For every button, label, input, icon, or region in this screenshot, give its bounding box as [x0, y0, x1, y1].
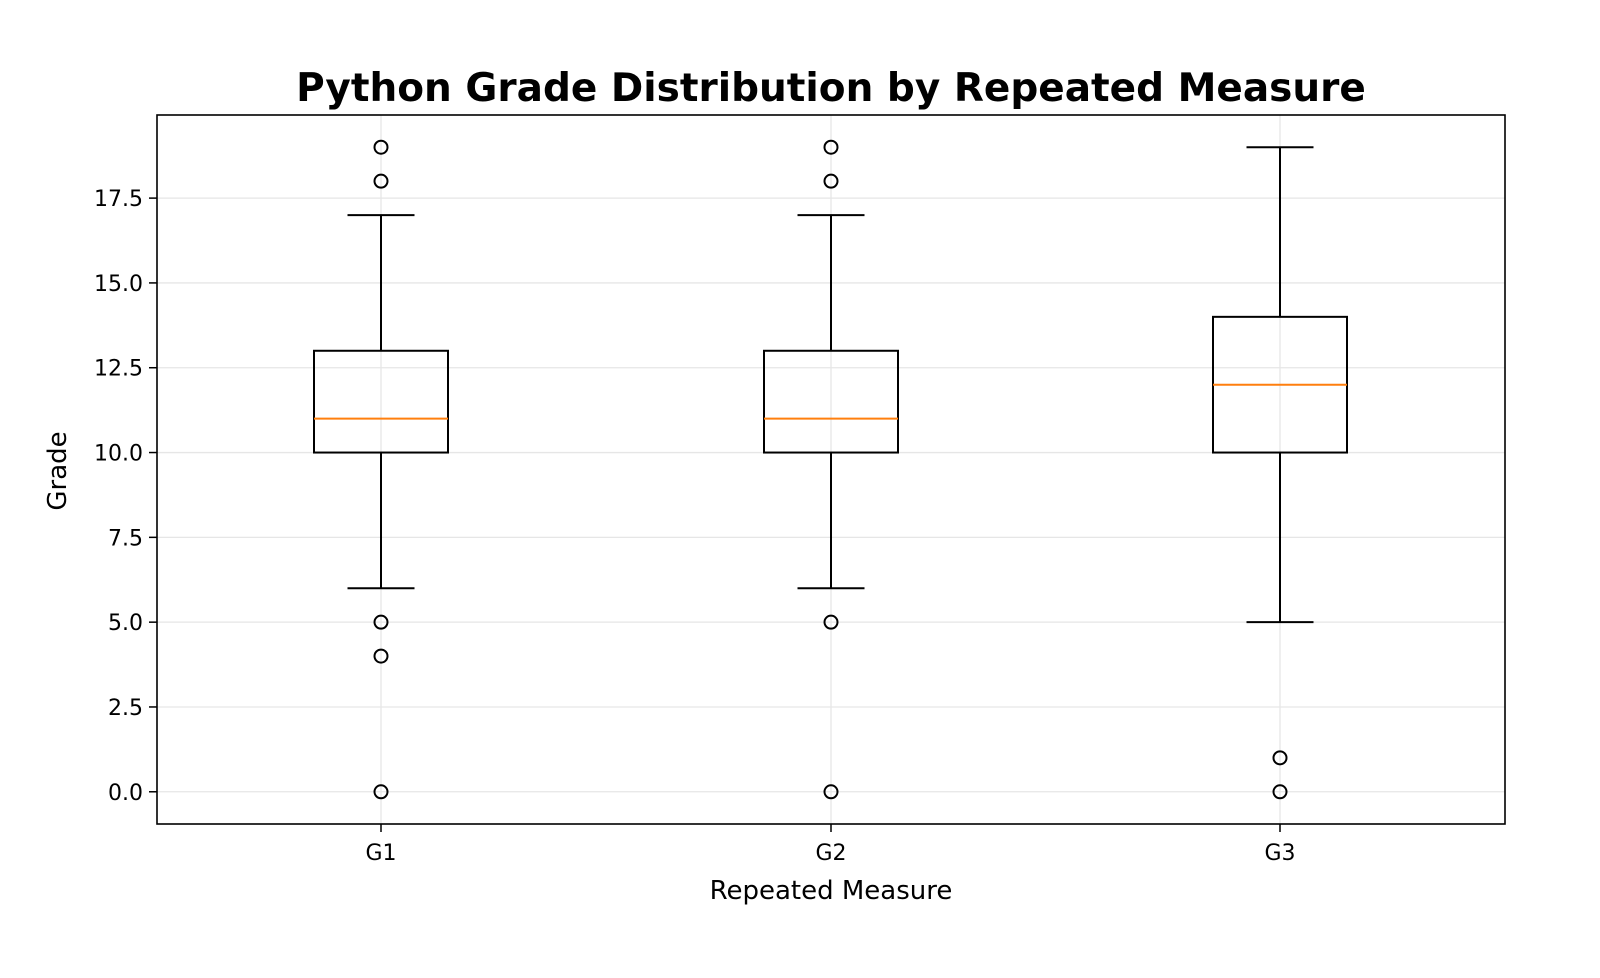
y-tick-label: 2.5	[108, 696, 143, 721]
outlier-point	[1272, 784, 1288, 800]
outlier-point	[823, 139, 839, 155]
y-tick-label: 0.0	[108, 781, 143, 806]
outlier-point	[373, 139, 389, 155]
outlier-point	[373, 648, 389, 664]
y-tick-label: 17.5	[94, 187, 143, 212]
x-axis-label: Repeated Measure	[710, 876, 953, 906]
y-tick-label: 10.0	[94, 442, 143, 467]
x-tick-label: G1	[365, 841, 396, 866]
chart-title: Python Grade Distribution by Repeated Me…	[296, 66, 1366, 111]
box-group-g2	[763, 139, 899, 800]
box-plot-series	[313, 139, 1348, 800]
box-group-g1	[313, 139, 449, 800]
box-group-g3	[1212, 146, 1348, 800]
outlier-point	[823, 784, 839, 800]
y-tick-label: 12.5	[94, 357, 143, 382]
iqr-box	[313, 349, 449, 454]
outlier-point	[373, 784, 389, 800]
outlier-point	[373, 614, 389, 630]
y-tick-label: 7.5	[108, 526, 143, 551]
y-axis-label: Grade	[43, 431, 73, 510]
x-tick-label: G2	[815, 841, 846, 866]
y-tick-label: 15.0	[94, 272, 143, 297]
outlier-point	[1272, 750, 1288, 766]
iqr-box	[763, 349, 899, 454]
outlier-point	[373, 173, 389, 189]
outlier-point	[823, 173, 839, 189]
axes: 0.0 2.5 5.0 7.5 10.0 12.5 15.0 17.5 G1 G2 G3	[94, 187, 1296, 866]
outlier-point	[823, 614, 839, 630]
x-tick-label: G3	[1264, 841, 1295, 866]
y-tick-label: 5.0	[108, 611, 143, 636]
